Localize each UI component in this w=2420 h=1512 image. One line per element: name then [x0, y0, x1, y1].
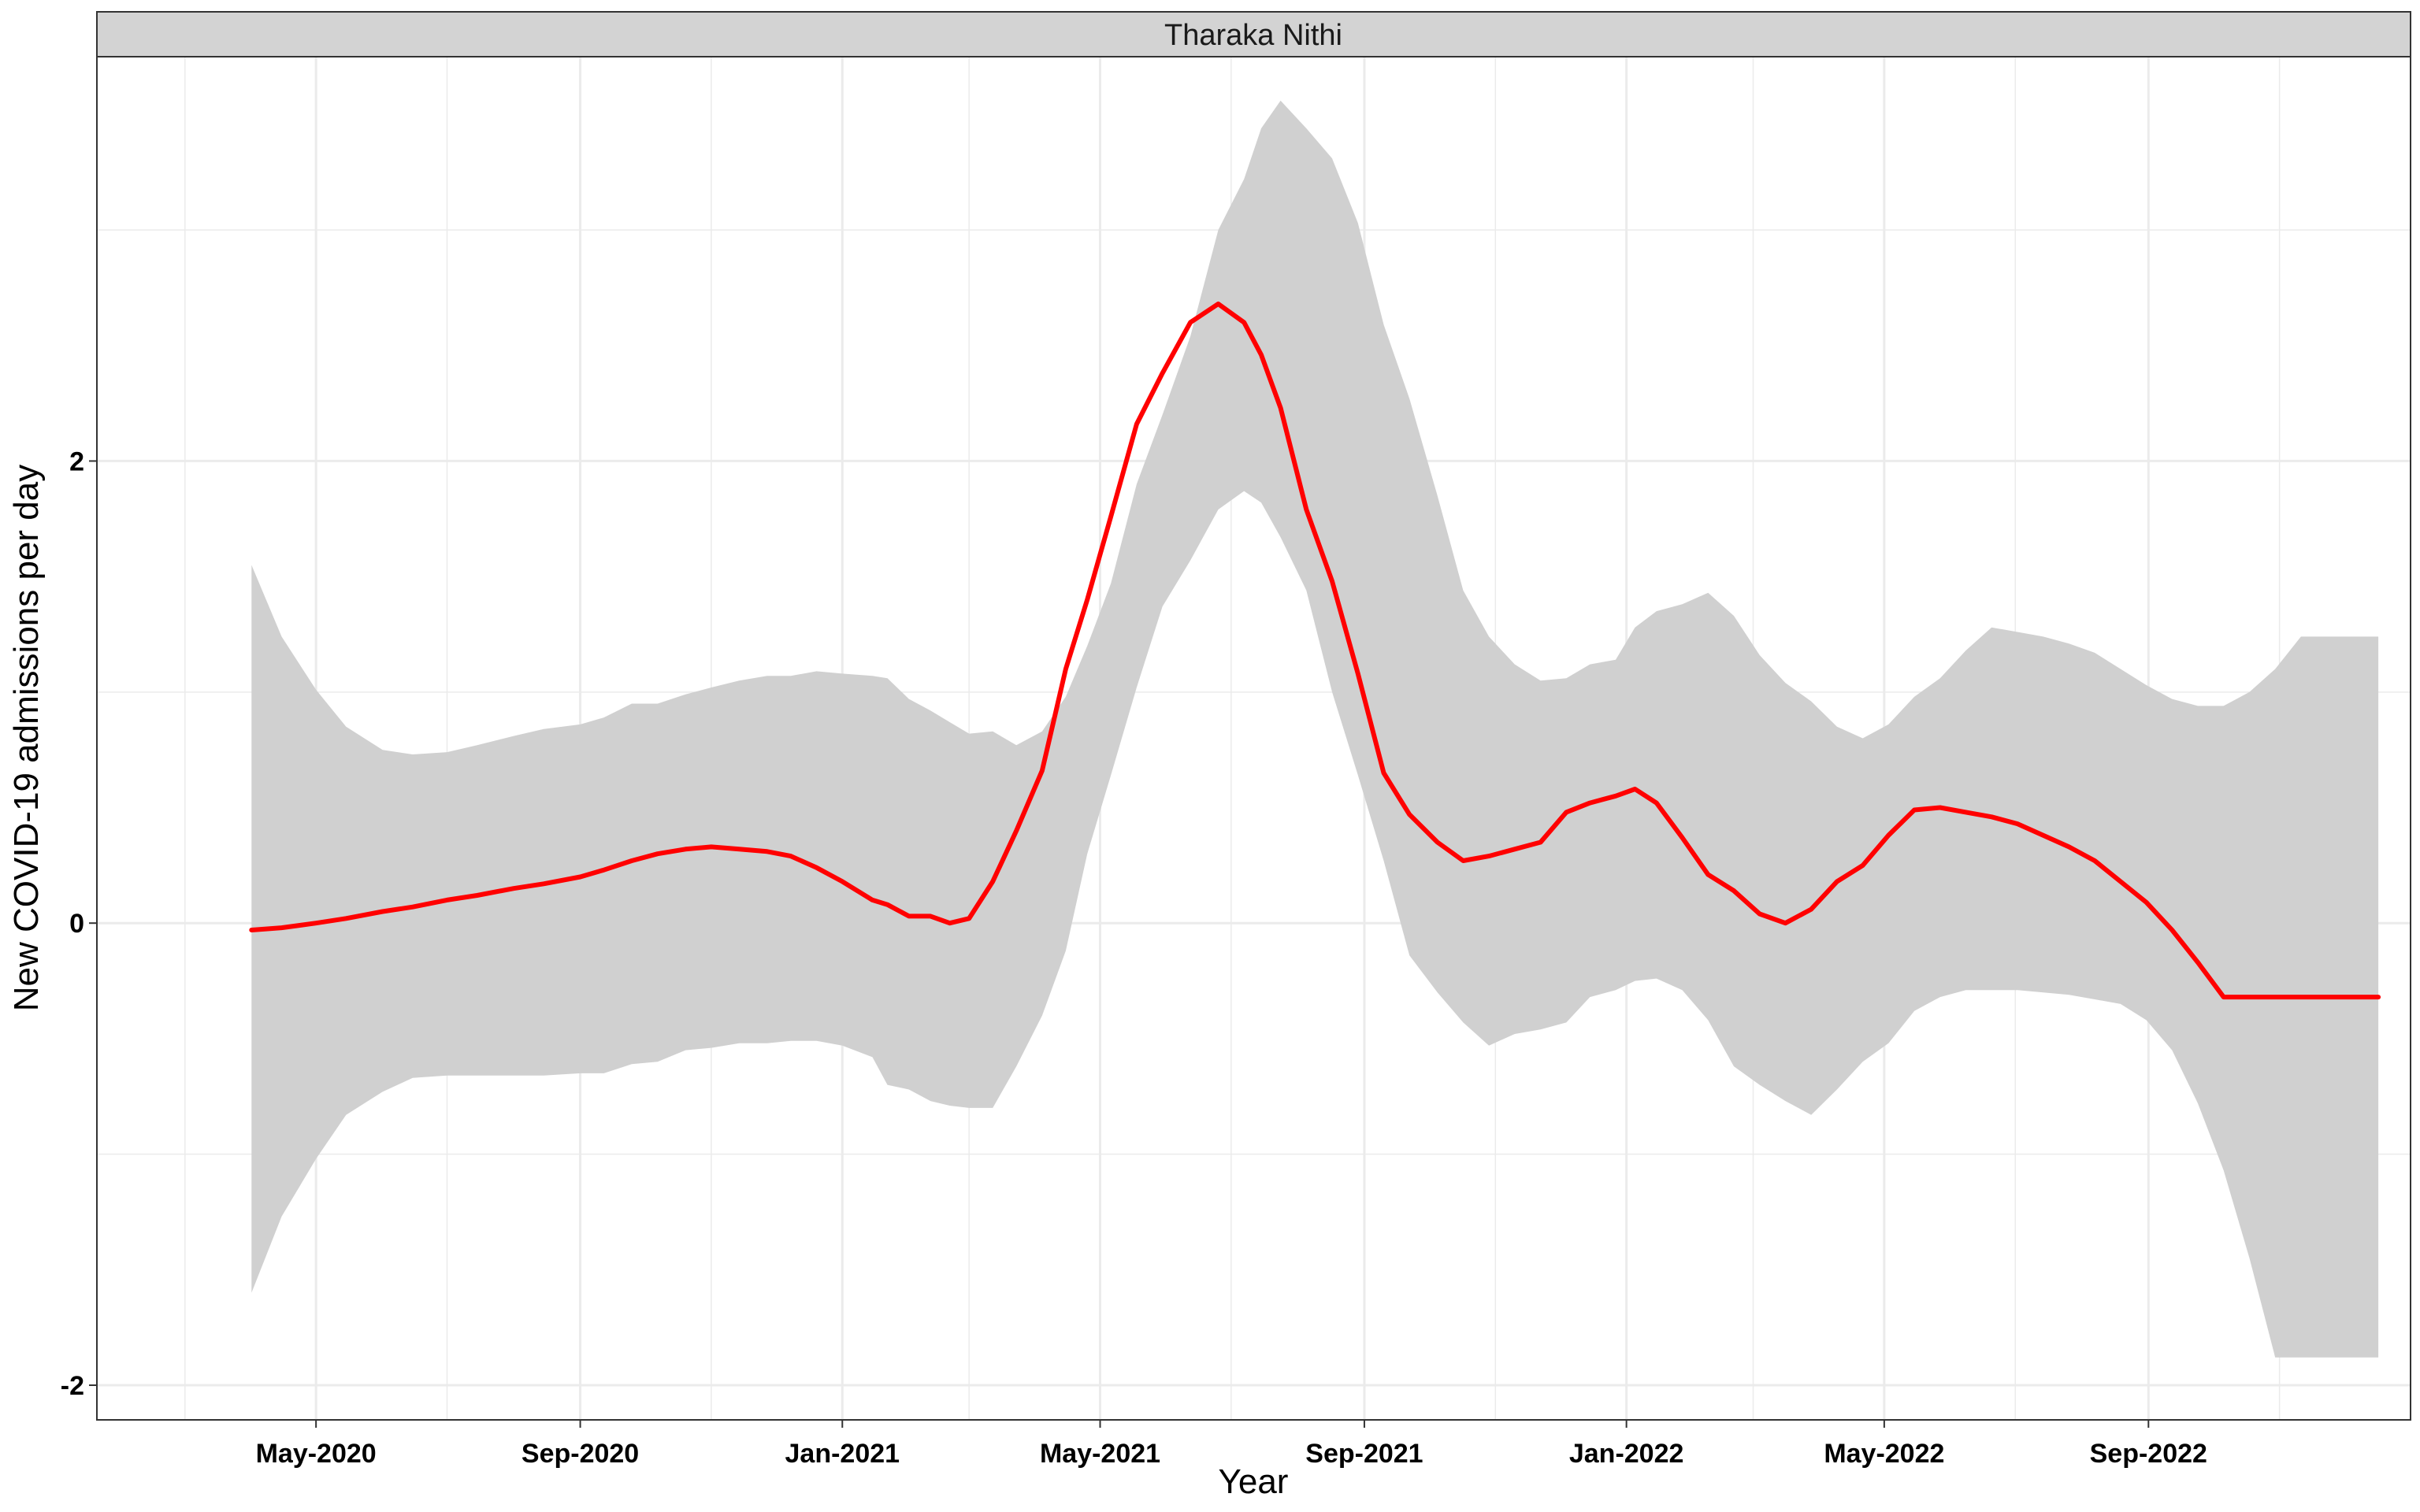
x-tick-label: May-2022	[1824, 1439, 1944, 1469]
facet-strip	[96, 11, 2411, 57]
y-tick-label: 2	[69, 447, 84, 476]
y-tick-label: 0	[69, 909, 84, 939]
y-tick-label: -2	[61, 1371, 84, 1401]
x-tick-label: Jan-2021	[785, 1439, 900, 1469]
x-tick-label: May-2020	[256, 1439, 377, 1469]
x-tick-label: Sep-2021	[1305, 1439, 1423, 1469]
axes: -2 0 2 May-2020 Sep-2020 Jan-2021 May-2021 Sep-…	[61, 447, 2207, 1469]
trend-line	[249, 301, 2381, 1000]
x-tick-label: Jan-2022	[1569, 1439, 1684, 1469]
x-axis-title: Year	[1219, 1462, 1289, 1501]
x-tick-label: May-2021	[1040, 1439, 1160, 1469]
x-tick-label: Sep-2022	[2090, 1439, 2207, 1469]
plot-panel-border	[96, 56, 2411, 1421]
confidence-ribbon	[251, 100, 2379, 1358]
y-axis-title: New COVID-19 admissions per day	[7, 465, 46, 1011]
x-tick-label: Sep-2020	[521, 1439, 639, 1469]
facet-title: Tharaka Nithi	[1164, 19, 1342, 52]
data-layer	[249, 100, 2381, 1358]
